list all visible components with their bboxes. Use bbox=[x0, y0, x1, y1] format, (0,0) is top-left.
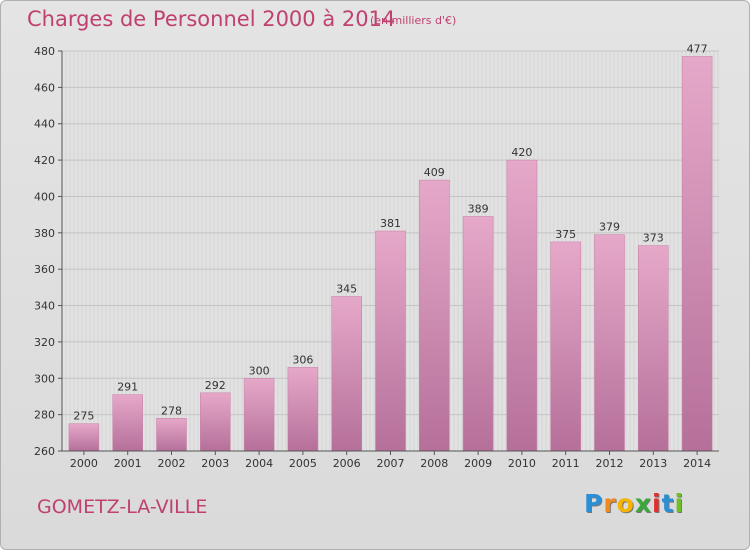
y-tick-label: 360 bbox=[34, 263, 55, 276]
x-tick-label-2014: 2014 bbox=[683, 457, 711, 470]
labels: 260 280 300 320 340 360 380 400 420 440 460 480 275 2… bbox=[34, 42, 711, 470]
bar-2008 bbox=[419, 179, 450, 452]
y-tick-label: 480 bbox=[34, 45, 55, 58]
data-label-2003: 292 bbox=[205, 379, 226, 392]
logo-letter: o bbox=[616, 489, 635, 518]
x-tick-label-2008: 2008 bbox=[420, 457, 448, 470]
data-label-2014: 477 bbox=[687, 42, 708, 55]
y-tick-label: 400 bbox=[34, 190, 55, 203]
data-label-2007: 381 bbox=[380, 217, 401, 230]
bar-2005 bbox=[287, 367, 319, 452]
x-tick-label-2010: 2010 bbox=[508, 457, 536, 470]
data-label-2012: 379 bbox=[599, 221, 620, 234]
data-label-2013: 373 bbox=[643, 232, 664, 245]
bar-2000 bbox=[68, 423, 100, 452]
chart-title: Charges de Personnel 2000 à 2014 bbox=[27, 7, 396, 31]
x-tick-label-2000: 2000 bbox=[70, 457, 98, 470]
data-label-2008: 409 bbox=[424, 166, 445, 179]
chart-subtitle: (en milliers d'€) bbox=[370, 14, 457, 27]
bar-2012 bbox=[594, 234, 625, 452]
bar-2011 bbox=[550, 241, 581, 452]
logo-letter: i bbox=[674, 489, 685, 518]
bar-2013 bbox=[638, 245, 669, 452]
data-label-2004: 300 bbox=[249, 364, 270, 377]
commune-name: GOMETZ-LA-VILLE bbox=[37, 496, 208, 518]
bar-2009 bbox=[462, 216, 494, 452]
bar-2004 bbox=[243, 378, 275, 452]
y-tick-label: 260 bbox=[34, 445, 55, 458]
bar-2007 bbox=[375, 230, 406, 452]
x-tick-label-2009: 2009 bbox=[464, 457, 492, 470]
x-tick-label-2001: 2001 bbox=[114, 457, 142, 470]
logo-letter: i bbox=[652, 489, 662, 518]
x-tick-label-2004: 2004 bbox=[245, 457, 273, 470]
data-label-2001: 291 bbox=[117, 381, 138, 394]
y-tick-label: 340 bbox=[34, 300, 55, 313]
data-label-2005: 306 bbox=[292, 353, 313, 366]
bars bbox=[68, 56, 713, 452]
data-label-2011: 375 bbox=[555, 228, 576, 241]
x-tick-label-2007: 2007 bbox=[377, 457, 405, 470]
bar-2002 bbox=[156, 418, 187, 452]
y-tick-label: 420 bbox=[34, 154, 55, 167]
x-tick-label-2012: 2012 bbox=[596, 457, 624, 470]
data-label-2002: 278 bbox=[161, 404, 182, 417]
y-tick-label: 440 bbox=[34, 118, 55, 131]
bar-2014 bbox=[681, 56, 713, 452]
data-label-2010: 420 bbox=[511, 146, 532, 159]
y-tick-label: 320 bbox=[34, 336, 55, 349]
x-tick-label-2011: 2011 bbox=[552, 457, 580, 470]
y-tick-label: 300 bbox=[34, 372, 55, 385]
y-tick-label: 280 bbox=[34, 409, 55, 422]
logo-letter: r bbox=[603, 489, 617, 518]
data-label-2009: 389 bbox=[468, 202, 489, 215]
logo-letter: P bbox=[584, 489, 604, 518]
bar-2003 bbox=[200, 392, 231, 452]
x-tick-label-2005: 2005 bbox=[289, 457, 317, 470]
bar-2001 bbox=[112, 394, 143, 452]
y-tick-label: 380 bbox=[34, 227, 55, 240]
proxiti-logo: Proxiti bbox=[584, 489, 684, 518]
axes bbox=[58, 50, 719, 455]
y-tick-label: 460 bbox=[34, 81, 55, 94]
x-tick-label-2013: 2013 bbox=[639, 457, 667, 470]
logo-letter: t bbox=[661, 489, 675, 518]
bar-2006 bbox=[331, 296, 362, 452]
logo-letter: x bbox=[634, 489, 652, 518]
data-label-2000: 275 bbox=[73, 410, 94, 423]
data-label-2006: 345 bbox=[336, 282, 357, 295]
bar-2010 bbox=[506, 159, 538, 452]
x-tick-label-2003: 2003 bbox=[201, 457, 229, 470]
x-tick-label-2002: 2002 bbox=[158, 457, 186, 470]
x-tick-label-2006: 2006 bbox=[333, 457, 361, 470]
